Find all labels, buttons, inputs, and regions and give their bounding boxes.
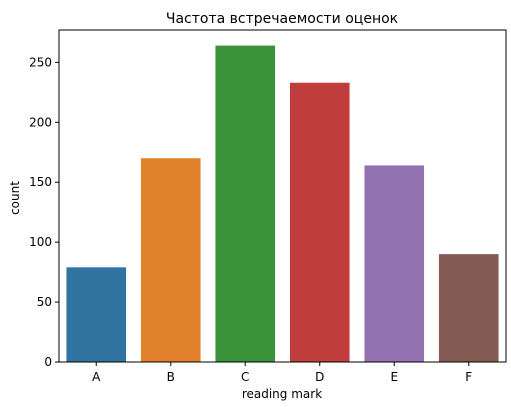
x-tick-label: F: [465, 370, 472, 384]
x-tick-label: A: [92, 370, 101, 384]
bar-B: [140, 158, 201, 362]
x-tick-label: B: [167, 370, 175, 384]
y-tick-label: 150: [29, 175, 52, 189]
x-tick-label: D: [315, 370, 324, 384]
bar-F: [438, 254, 499, 362]
bar-A: [66, 267, 127, 362]
x-axis-label: reading mark: [242, 387, 322, 401]
y-tick-label: 250: [29, 55, 52, 69]
x-tick-label: C: [241, 370, 249, 384]
chart-title: Частота встречаемости оценок: [166, 11, 398, 27]
y-tick-label: 0: [44, 355, 52, 369]
y-tick-label: 100: [29, 235, 52, 249]
y-axis-ticks: 0 50 100 150 200 250: [29, 55, 59, 369]
y-tick-label: 50: [37, 295, 52, 309]
y-axis-label: count: [8, 181, 22, 215]
y-tick-label: 200: [29, 115, 52, 129]
x-axis-ticks: A B C D E F: [92, 362, 472, 384]
bar-D: [289, 82, 350, 363]
bar-E: [364, 165, 425, 362]
bars: [66, 45, 499, 363]
x-tick-label: E: [390, 370, 398, 384]
bar-C: [215, 45, 276, 362]
plot-frame: [58, 29, 507, 363]
